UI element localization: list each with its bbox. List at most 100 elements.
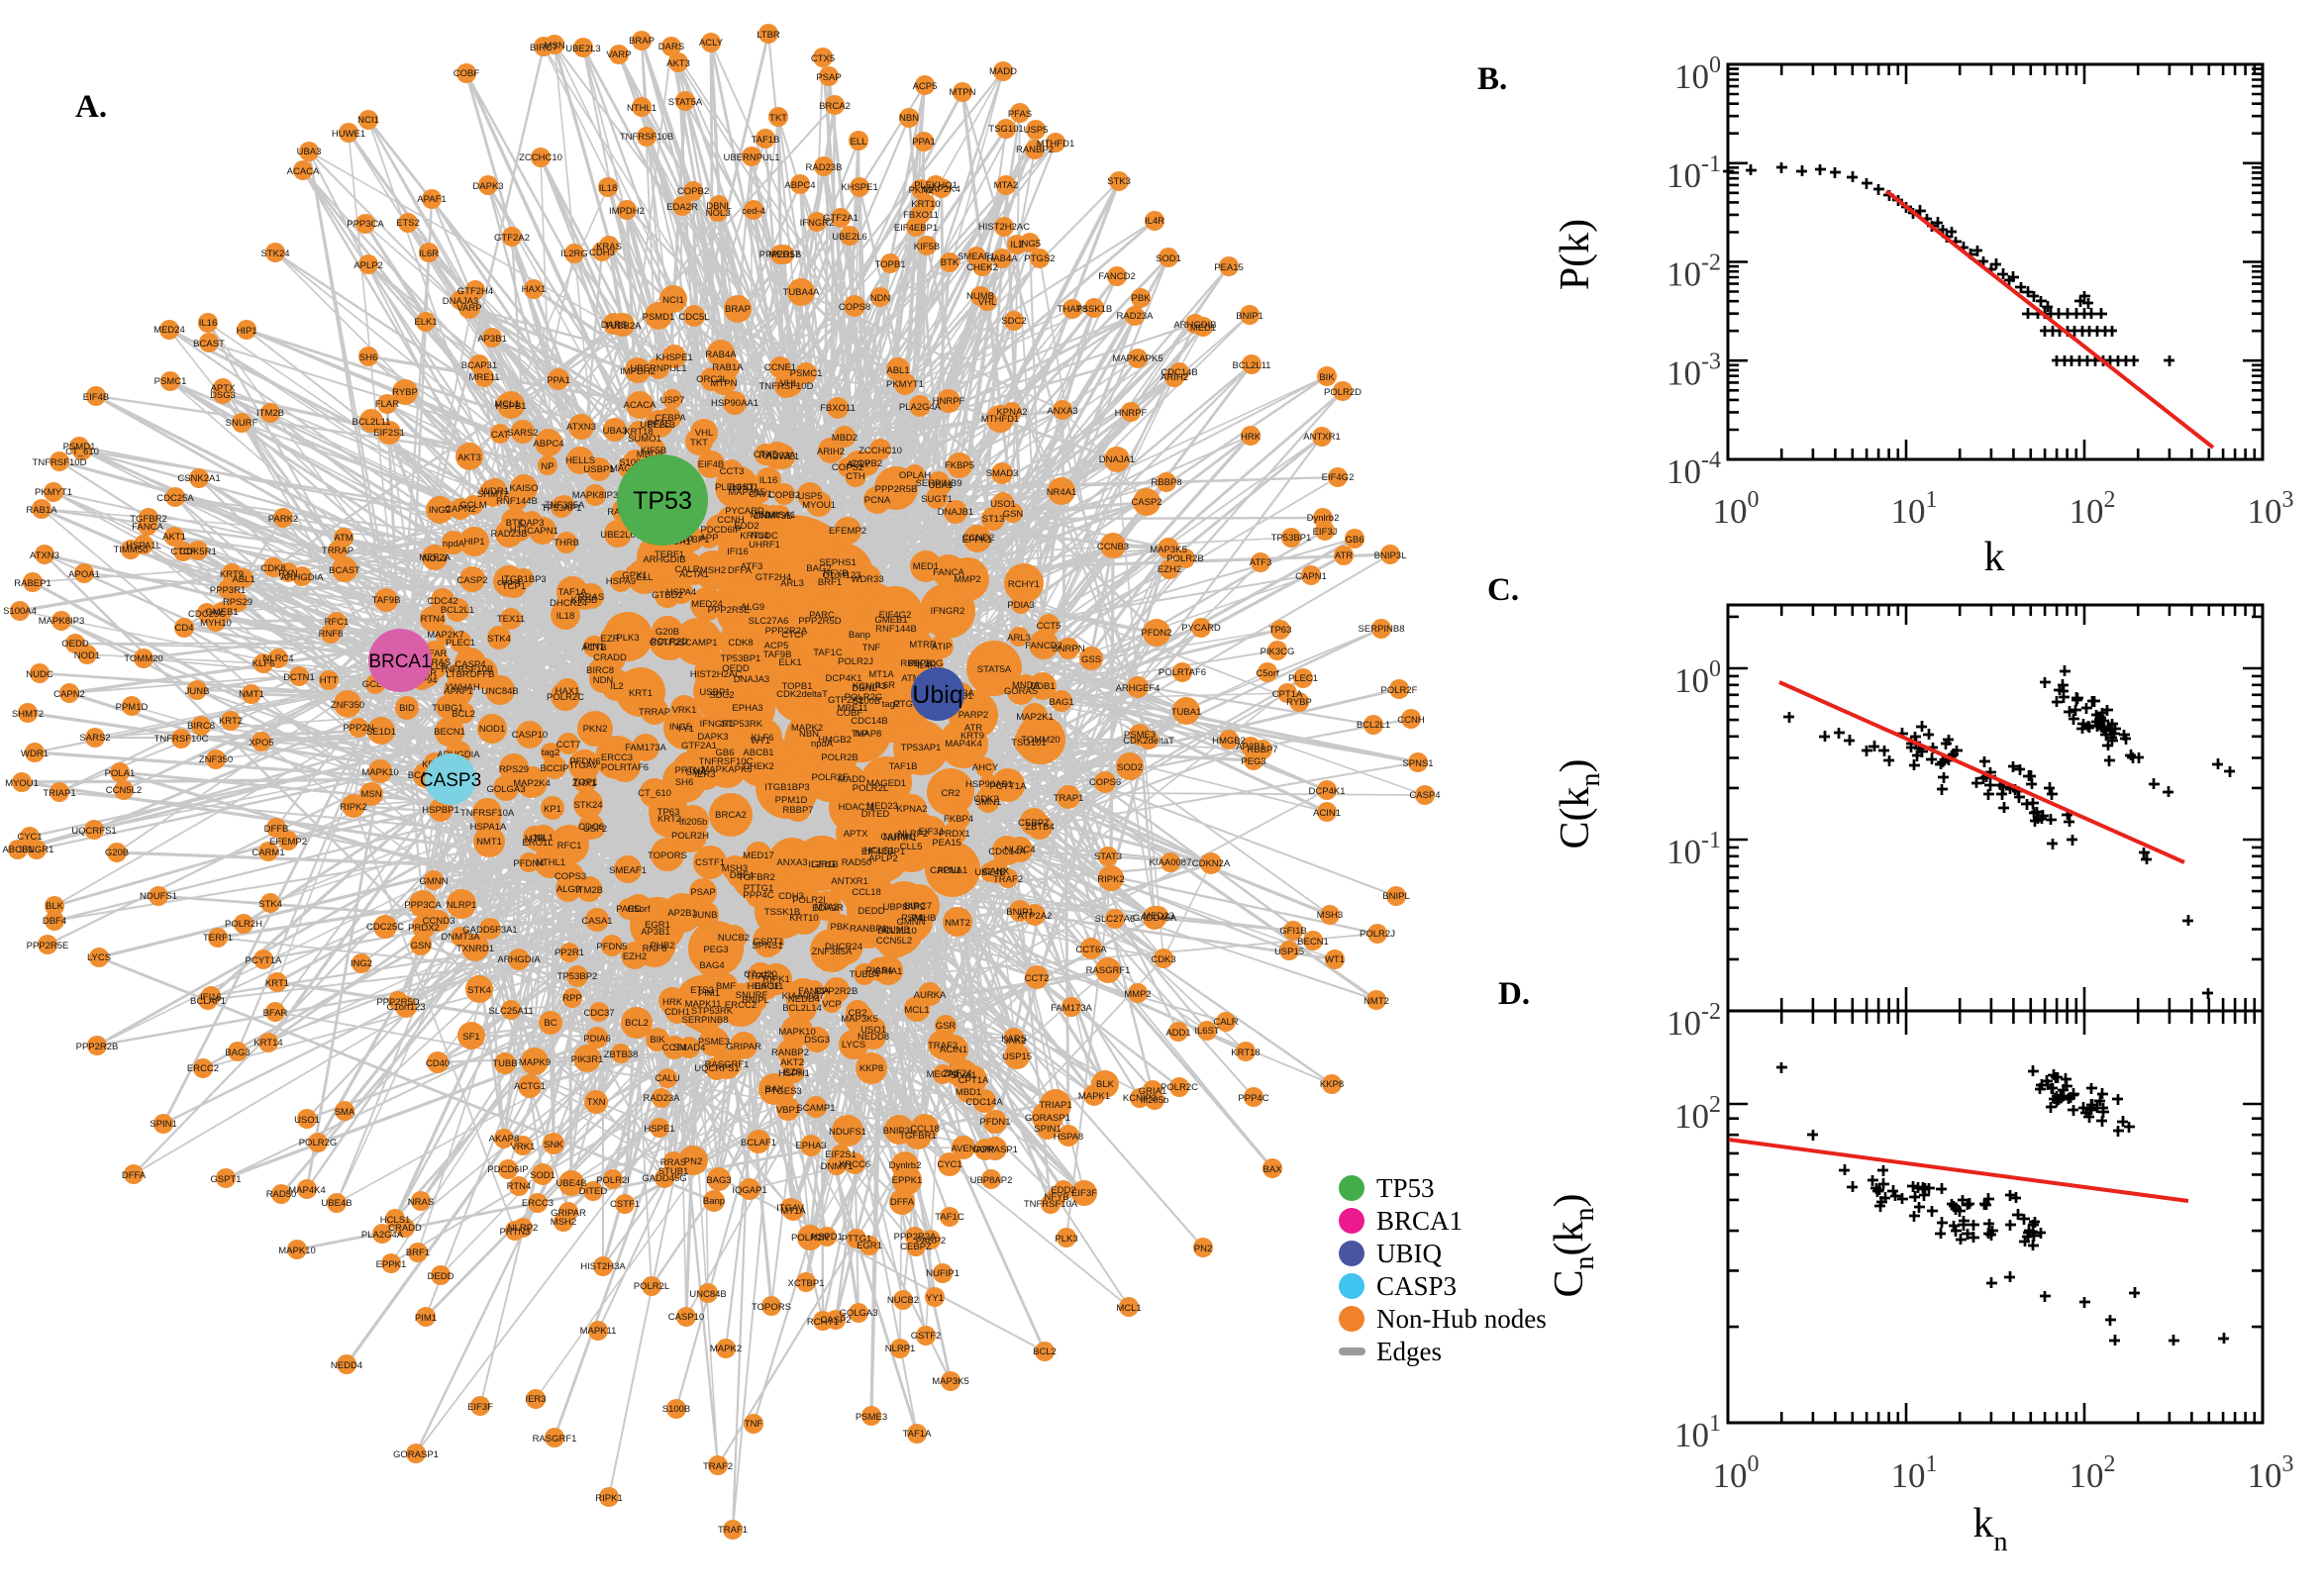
svg-text:GORAS: GORAS bbox=[1004, 686, 1038, 697]
svg-text:NMT2: NMT2 bbox=[945, 918, 970, 929]
svg-text:IFNGR1: IFNGR1 bbox=[20, 845, 54, 855]
svg-text:MYOU1: MYOU1 bbox=[5, 778, 39, 789]
svg-text:NMT2: NMT2 bbox=[1364, 996, 1389, 1007]
svg-text:TNF: TNF bbox=[745, 1419, 763, 1430]
svg-text:CDC25C: CDC25C bbox=[366, 922, 404, 933]
svg-text:BCL2L11: BCL2L11 bbox=[353, 417, 391, 428]
svg-text:DAP3: DAP3 bbox=[520, 518, 545, 529]
svg-text:DFFA: DFFA bbox=[122, 1170, 147, 1181]
svg-text:KRT14: KRT14 bbox=[253, 1038, 282, 1048]
svg-text:FKBP5: FKBP5 bbox=[945, 460, 974, 471]
svg-text:KHSPE1: KHSPE1 bbox=[656, 352, 693, 363]
svg-text:TGFBR2: TGFBR2 bbox=[130, 514, 166, 525]
svg-text:CSNK2A1: CSNK2A1 bbox=[177, 473, 220, 484]
svg-text:PPP4C: PPP4C bbox=[1238, 1093, 1268, 1104]
svg-text:CD40: CD40 bbox=[426, 1058, 450, 1069]
svg-text:Ubiq: Ubiq bbox=[912, 681, 962, 709]
svg-text:ced-4: ced-4 bbox=[742, 206, 765, 217]
svg-text:CARM1: CARM1 bbox=[252, 848, 284, 858]
svg-text:POLR2J: POLR2J bbox=[838, 656, 873, 667]
svg-text:GCLM: GCLM bbox=[459, 500, 487, 511]
svg-text:BECN1: BECN1 bbox=[434, 727, 465, 738]
svg-text:Ifi205b: Ifi205b bbox=[679, 817, 708, 828]
svg-text:HSPD1: HSPD1 bbox=[811, 1232, 843, 1243]
svg-text:PPP2R5D: PPP2R5D bbox=[798, 616, 841, 627]
svg-text:HMGB2: HMGB2 bbox=[818, 735, 852, 746]
svg-text:CASP2: CASP2 bbox=[820, 1315, 851, 1326]
svg-text:HNRPF: HNRPF bbox=[1115, 408, 1148, 419]
svg-text:MAP2K7: MAP2K7 bbox=[427, 630, 464, 641]
svg-text:NDN: NDN bbox=[593, 675, 614, 686]
svg-text:UQCRFS1: UQCRFS1 bbox=[71, 826, 116, 837]
svg-text:CSTF1: CSTF1 bbox=[695, 857, 725, 868]
svg-text:ATP2A2: ATP2A2 bbox=[1018, 911, 1053, 922]
svg-text:BCL2: BCL2 bbox=[1033, 1347, 1057, 1357]
svg-text:PFDN2: PFDN2 bbox=[1141, 628, 1171, 639]
svg-text:CDK2: CDK2 bbox=[973, 794, 998, 805]
svg-text:IFNGR2: IFNGR2 bbox=[800, 218, 835, 229]
svg-text:NR4A1: NR4A1 bbox=[1047, 487, 1077, 498]
svg-text:POLR2H: POLR2H bbox=[671, 831, 709, 842]
svg-text:OEDD: OEDD bbox=[722, 663, 750, 674]
svg-text:NLRC4: NLRC4 bbox=[262, 653, 293, 664]
svg-text:NUCB2: NUCB2 bbox=[718, 933, 750, 944]
svg-text:KP1: KP1 bbox=[544, 804, 561, 815]
svg-text:ZNF350: ZNF350 bbox=[331, 700, 364, 711]
svg-text:CCT4: CCT4 bbox=[662, 1043, 687, 1053]
svg-text:NRAS: NRAS bbox=[408, 1197, 434, 1208]
svg-text:HIST2H2AC: HIST2H2AC bbox=[978, 222, 1030, 233]
svg-text:PRTN3: PRTN3 bbox=[675, 765, 706, 776]
svg-text:CCT3: CCT3 bbox=[720, 466, 745, 477]
svg-text:CCN5L2: CCN5L2 bbox=[106, 785, 142, 796]
svg-text:SNRPN: SNRPN bbox=[1052, 644, 1084, 654]
svg-text:RAD50: RAD50 bbox=[842, 857, 872, 868]
svg-text:KAISO: KAISO bbox=[509, 483, 538, 494]
svg-text:TAF1B: TAF1B bbox=[752, 135, 780, 146]
svg-text:NLRC4: NLRC4 bbox=[1004, 845, 1035, 855]
svg-text:HSPH1: HSPH1 bbox=[778, 1068, 810, 1079]
svg-text:ARHGDIB: ARHGDIB bbox=[643, 554, 685, 565]
svg-text:HNRPF: HNRPF bbox=[933, 396, 965, 407]
svg-text:COBF: COBF bbox=[837, 708, 863, 719]
svg-text:RFC1: RFC1 bbox=[557, 841, 582, 851]
svg-text:GTF2A2: GTF2A2 bbox=[494, 233, 530, 244]
svg-text:SH6: SH6 bbox=[675, 777, 693, 788]
svg-text:ZBTB4: ZBTB4 bbox=[1025, 822, 1055, 833]
svg-text:PARP2: PARP2 bbox=[916, 1236, 946, 1247]
svg-text:CASP4: CASP4 bbox=[1409, 790, 1440, 801]
svg-text:TXNRD1: TXNRD1 bbox=[456, 944, 494, 954]
svg-text:FANCA: FANCA bbox=[798, 986, 830, 997]
svg-text:TUBB2A: TUBB2A bbox=[605, 321, 643, 332]
svg-text:TNFRSF10D: TNFRSF10D bbox=[759, 381, 814, 392]
svg-text:Banp: Banp bbox=[703, 1196, 725, 1207]
svg-text:SOD1: SOD1 bbox=[530, 1170, 556, 1181]
svg-text:EFEMP2: EFEMP2 bbox=[829, 526, 866, 537]
svg-text:DITED: DITED bbox=[579, 1186, 608, 1197]
svg-text:TNFRSF10C: TNFRSF10C bbox=[154, 734, 209, 745]
svg-text:MADD: MADD bbox=[989, 66, 1017, 77]
svg-text:MTPN: MTPN bbox=[950, 87, 976, 98]
svg-text:MTRR: MTRR bbox=[909, 640, 937, 650]
svg-text:DNMT3A: DNMT3A bbox=[441, 932, 480, 943]
svg-text:ARIH2: ARIH2 bbox=[817, 447, 845, 457]
svg-text:DNMT1: DNMT1 bbox=[821, 1161, 854, 1172]
svg-text:IMPDH2: IMPDH2 bbox=[620, 366, 656, 377]
svg-text:BRCA2: BRCA2 bbox=[715, 810, 747, 821]
svg-text:BCAST: BCAST bbox=[193, 339, 225, 349]
svg-text:CASP10: CASP10 bbox=[512, 730, 548, 741]
svg-text:BNIPL: BNIPL bbox=[1382, 891, 1409, 902]
svg-text:APOA1: APOA1 bbox=[68, 569, 100, 580]
svg-text:RRAS: RRAS bbox=[660, 1157, 686, 1168]
svg-text:CTX5: CTX5 bbox=[811, 53, 835, 64]
svg-text:TKT: TKT bbox=[690, 438, 708, 449]
svg-text:MAPK2: MAPK2 bbox=[791, 723, 823, 734]
svg-text:RABEP1: RABEP1 bbox=[14, 578, 51, 589]
svg-text:KIF5B: KIF5B bbox=[914, 242, 940, 252]
svg-text:USO1: USO1 bbox=[294, 1115, 320, 1126]
svg-text:npdA: npdA bbox=[443, 539, 465, 549]
svg-text:PKMYT1: PKMYT1 bbox=[886, 379, 924, 390]
svg-text:EIF4G2: EIF4G2 bbox=[1322, 472, 1355, 483]
svg-text:RAB4A: RAB4A bbox=[705, 349, 737, 360]
svg-text:RAD23A: RAD23A bbox=[644, 1093, 681, 1104]
svg-text:KRT1: KRT1 bbox=[629, 688, 653, 699]
